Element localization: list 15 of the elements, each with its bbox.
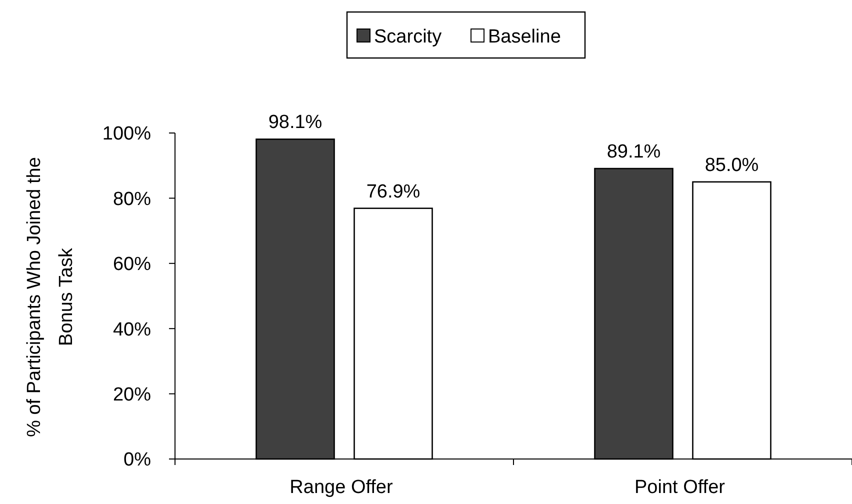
data-label: 85.0% [704,154,759,176]
y-tick-label: 40% [112,319,152,340]
x-tick-label: Range Offer [290,477,394,498]
y-axis-title: % of Participants Who Joined the Bonus Task [24,157,77,437]
y-tick-label: 80% [112,188,152,210]
y-tick-label: 60% [112,254,152,276]
data-label: 98.1% [268,112,322,134]
data-label: 76.9% [366,181,420,202]
y-tick-label: 100% [102,124,152,145]
legend-label: Baseline [488,26,561,48]
y-tick-label: 20% [112,384,152,406]
x-tick-label: Point Offer [634,477,726,498]
y-tick-label: 0% [124,450,152,471]
legend-label: Scarcity [374,26,442,48]
data-label: 89.1% [606,142,661,163]
